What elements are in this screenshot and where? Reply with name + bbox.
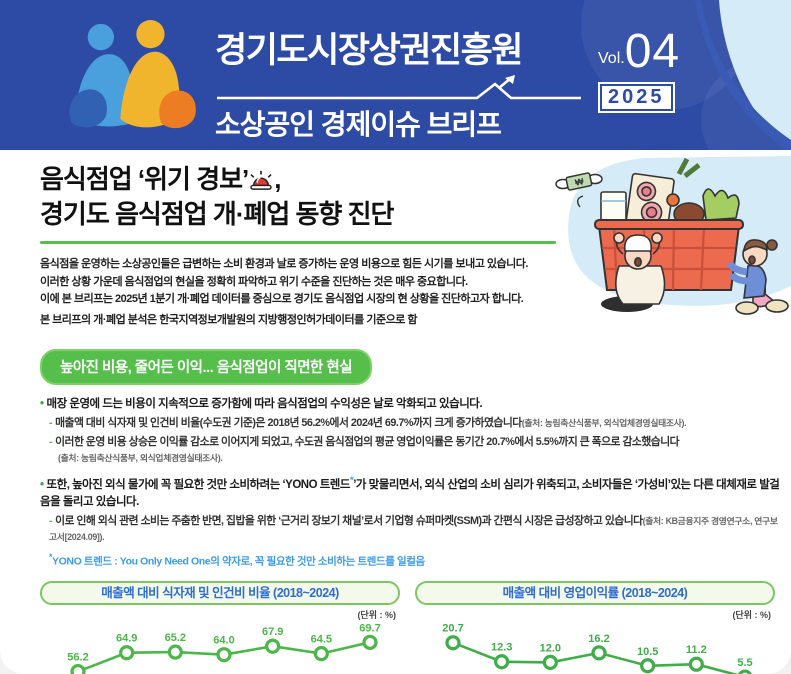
section-badge: 높아진 비용, 줄어든 이익... 음식점업이 직면한 현실	[40, 349, 373, 385]
header: 경기도시장상권진흥원 소상공인 경제이슈 브리프 Vol. 04 2025	[0, 0, 791, 150]
year-badge: 2025	[598, 82, 675, 113]
header-corner-shape	[695, 0, 791, 150]
svg-text:64.9: 64.9	[116, 633, 137, 645]
svg-text:16.2: 16.2	[588, 633, 609, 645]
page-title-line2: 경기도 음식점업 개·폐업 동향 진단	[40, 199, 394, 229]
bullet-dash: -	[49, 417, 53, 429]
svg-text:67.9: 67.9	[262, 627, 283, 639]
siren-icon	[250, 170, 272, 190]
unit-label: (단위 : %)	[732, 610, 771, 621]
woman-figure	[726, 239, 789, 315]
svg-text:65.2: 65.2	[165, 632, 186, 644]
source-note: (출처: 농림축산식품부, 외식업체경영실태조사).	[521, 418, 687, 428]
bullet-subitem: - 이로 인해 외식 관련 소비는 주춤한 반면, 집밥을 위한 ‘근거리 장보기…	[49, 514, 778, 543]
line-chart: 20.7201812.3201912.0202016.2202110.52022…	[442, 623, 753, 674]
intro-paragraph: 이러한 상황 가운데 음식점업의 현실을 정확히 파악하고 위기 수준을 진단하…	[40, 275, 468, 288]
intro-note: 본 브리프의 개·폐업 분석은 한국지역정보개발원의 지방행정인허가데이터를 기…	[40, 313, 418, 326]
title-divider	[40, 241, 556, 244]
svg-text:10.5: 10.5	[637, 646, 658, 658]
chart-card-operating-profit: 매출액 대비 영업이익률 (2018~2024) (단위 : %) 20.720…	[415, 581, 775, 674]
unit-label: (단위 : %)	[357, 610, 396, 621]
bullet-subitem: - 이러한 운영 비용 상승은 이익률 감소로 이어지게 되었고, 수도권 음식점…	[49, 435, 680, 448]
intro-block: 음식점을 운영하는 소상공인들은 급변하는 소비 환경과 날로 증가하는 운영 …	[40, 256, 585, 329]
page-title: 음식점업 ‘위기 경보’, 경기도 음식점업 개·폐업 동향 진단	[40, 162, 580, 232]
bullet-dash: -	[49, 514, 53, 527]
vol-label: Vol.	[598, 50, 625, 67]
header-titles: 경기도시장상권진흥원 소상공인 경제이슈 브리프	[215, 22, 595, 143]
bullet-item: • 매장 운영에 드는 비용이 지속적으로 증가함에 따라 음식점업의 수익성은 …	[40, 398, 483, 410]
bullet-dot: •	[40, 478, 44, 491]
svg-text:20.7: 20.7	[442, 623, 463, 635]
svg-text:56.2: 56.2	[67, 652, 88, 664]
vol-number: 04	[624, 25, 681, 78]
money-wings-icon: ₩	[555, 172, 603, 208]
svg-text:69.7: 69.7	[359, 623, 380, 635]
underline-arrow-icon	[217, 75, 581, 100]
page-title-line1: 음식점업 ‘위기 경보’	[40, 164, 249, 194]
svg-text:64.0: 64.0	[213, 635, 234, 647]
bullet-dash: -	[49, 435, 53, 448]
bullet-list: • 매장 운영에 드는 비용이 지속적으로 증가함에 따라 음식점업의 수익성은 …	[40, 396, 780, 568]
line-chart: 56.2201864.9201965.2202064.0202167.92022…	[67, 623, 381, 674]
source-note: (출처: KB금융지주 경영연구소, 연구보고서[2024.09]).	[49, 515, 778, 543]
intro-paragraph: 음식점을 운영하는 소상공인들은 급변하는 소비 환경과 날로 증가하는 운영 …	[40, 258, 528, 270]
volume-block: Vol. 04 2025	[598, 25, 718, 113]
org-name: 경기도시장상권진흥원	[215, 31, 524, 70]
svg-text:11.2: 11.2	[686, 645, 707, 657]
page-title-comma: ,	[274, 164, 281, 194]
bullet-item: • 또한, 높아진 외식 물가에 꼭 필요한 것만 소비하려는 ‘YONO 트렌드…	[40, 475, 780, 508]
bullet-dot: •	[40, 398, 44, 410]
svg-text:12.3: 12.3	[491, 642, 512, 654]
intro-paragraph: 이에 본 브리프는 2025년 1분기 개·폐업 데이터를 중심으로 경기도 음…	[40, 293, 524, 305]
chart-title-badge: 매출액 대비 식자재 및 인건비 비율 (2018~2024)	[40, 581, 400, 606]
chef-figure	[601, 232, 666, 312]
bullet-subitem: - 매출액 대비 식자재 및 인건비 비율(수도권 기준)은 2018년 56.2…	[49, 417, 687, 429]
footnote-marker: *	[349, 475, 354, 486]
yono-footnote: *YONO 트렌드 : You Only Need One의 약자로, 꼭 필요…	[49, 551, 425, 568]
main-content: ₩	[0, 150, 791, 674]
chart-card-cost-ratio: 매출액 대비 식자재 및 인건비 비율 (2018~2024) (단위 : %)…	[40, 581, 400, 674]
svg-text:12.0: 12.0	[540, 643, 561, 655]
source-note: (출처: 농림축산식품부, 외식업체경영실태조사).	[58, 453, 223, 463]
chart-title-badge: 매출액 대비 영업이익률 (2018~2024)	[415, 581, 775, 606]
svg-text:64.5: 64.5	[311, 634, 332, 646]
basket-illustration: ₩	[555, 156, 791, 315]
brief-title: 소상공인 경제이슈 브리프	[215, 109, 502, 140]
svg-text:5.5: 5.5	[737, 657, 752, 669]
people-logo-icon	[69, 20, 196, 129]
charts-row: 매출액 대비 식자재 및 인건비 비율 (2018~2024) (단위 : %)…	[40, 581, 775, 674]
svg-text:₩: ₩	[574, 176, 585, 188]
